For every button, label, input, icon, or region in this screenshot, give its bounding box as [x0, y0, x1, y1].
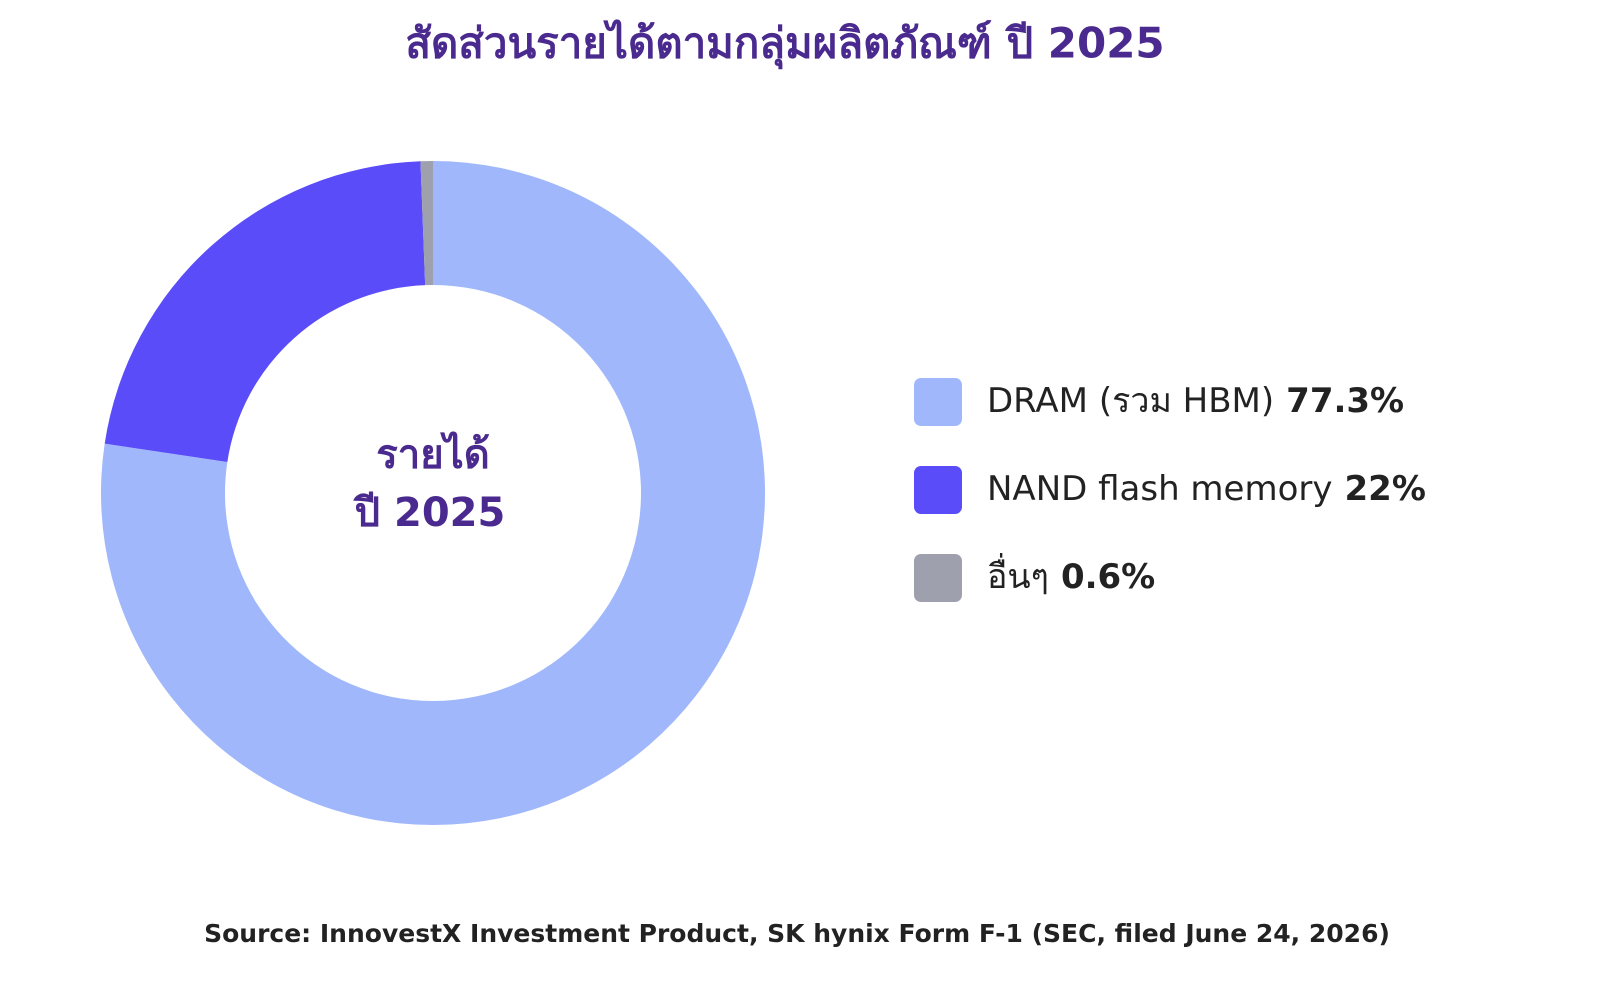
legend-category: DRAM (รวม HBM): [987, 381, 1274, 421]
legend-swatch: [914, 554, 962, 602]
center-text: รายได้: [376, 431, 489, 478]
legend-category: อื่นๆ: [987, 553, 1049, 597]
legend-category: NAND flash memory: [987, 469, 1333, 509]
center-text: ปี 2025: [353, 490, 505, 536]
source-note: Source: InnovestX Investment Product, SK…: [204, 919, 1390, 948]
donut-segment: [100, 161, 765, 825]
legend-swatch: [914, 378, 962, 426]
legend-label: อื่นๆ 0.6%: [987, 553, 1155, 597]
legend-label: DRAM (รวม HBM) 77.3%: [987, 381, 1404, 421]
legend-value: 0.6%: [1061, 557, 1155, 597]
legend-swatch: [914, 466, 962, 514]
legend-value: 77.3%: [1286, 381, 1404, 421]
legend-value: 22%: [1345, 469, 1426, 509]
chart-title: สัดส่วนรายได้ตามกลุ่มผลิตภัณฑ์ ปี 2025: [405, 19, 1164, 70]
donut-segment: [104, 161, 426, 463]
donut-segment: [420, 161, 433, 286]
legend-label: NAND flash memory 22%: [987, 469, 1426, 509]
